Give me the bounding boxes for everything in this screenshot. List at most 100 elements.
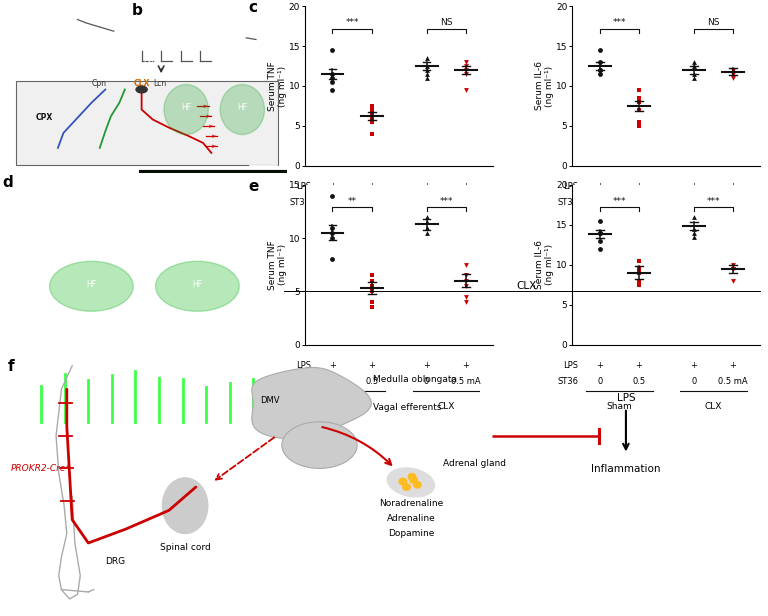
Text: Sham: Sham <box>339 223 365 232</box>
Text: 0.5: 0.5 <box>632 376 645 386</box>
Point <box>727 276 739 286</box>
Point <box>633 280 645 290</box>
Text: ST36: ST36 <box>290 198 311 207</box>
Text: Spinal cord: Spinal cord <box>160 543 210 552</box>
Text: De.: De. <box>16 233 29 241</box>
Text: e: e <box>249 179 259 193</box>
Y-axis label: Serum TNF
(ng ml⁻¹): Serum TNF (ng ml⁻¹) <box>268 240 287 290</box>
Text: Lcn: Lcn <box>153 79 166 88</box>
Text: Sham: Sham <box>607 223 632 232</box>
Point <box>366 270 378 280</box>
Point <box>459 281 472 291</box>
Text: +: + <box>423 360 430 370</box>
Point <box>727 260 739 270</box>
Point <box>420 222 432 232</box>
Point <box>727 65 739 75</box>
Text: HF: HF <box>86 280 97 289</box>
Point <box>727 73 739 83</box>
Point <box>594 228 606 238</box>
Text: +: + <box>368 182 375 191</box>
Point <box>687 224 700 234</box>
Text: HF: HF <box>192 280 203 289</box>
Text: +: + <box>635 360 642 370</box>
Text: +: + <box>329 182 336 191</box>
Point <box>366 101 378 111</box>
Point <box>420 65 432 75</box>
Point <box>326 85 339 95</box>
Circle shape <box>413 482 421 488</box>
Text: Dopamine: Dopamine <box>388 529 434 538</box>
Y-axis label: Serum TNF
(ng ml⁻¹): Serum TNF (ng ml⁻¹) <box>268 61 287 111</box>
Text: LPS: LPS <box>296 182 311 191</box>
Text: 0: 0 <box>424 376 429 386</box>
Text: 0: 0 <box>330 198 335 207</box>
Text: +: + <box>329 360 336 370</box>
Text: d: d <box>2 174 13 190</box>
Text: ***: *** <box>707 197 720 206</box>
Point <box>420 212 432 222</box>
Polygon shape <box>282 422 357 468</box>
Text: NS: NS <box>707 18 720 27</box>
Text: LPS: LPS <box>563 182 578 191</box>
Y-axis label: Serum IL-6
(ng ml⁻¹): Serum IL-6 (ng ml⁻¹) <box>535 240 554 290</box>
Point <box>633 117 645 127</box>
Text: Ep.: Ep. <box>16 182 28 192</box>
Point <box>687 228 700 238</box>
Point <box>687 212 700 222</box>
Point <box>326 233 339 243</box>
Point <box>594 57 606 67</box>
Circle shape <box>49 261 133 311</box>
Text: ***: *** <box>439 197 453 206</box>
Text: Adrenaline: Adrenaline <box>386 514 435 523</box>
Text: Sham: Sham <box>339 402 365 411</box>
Text: Inflammation: Inflammation <box>591 464 660 474</box>
Point <box>727 264 739 274</box>
Text: 0.5: 0.5 <box>365 376 379 386</box>
Point <box>366 105 378 115</box>
Text: +: + <box>596 182 603 191</box>
Text: f: f <box>8 359 15 374</box>
Text: Vagal efferents: Vagal efferents <box>373 403 442 412</box>
Text: +: + <box>690 182 697 191</box>
Point <box>687 232 700 242</box>
Point <box>594 244 606 254</box>
Point <box>687 69 700 79</box>
Point <box>420 228 432 238</box>
Text: Medulla oblongata: Medulla oblongata <box>373 375 457 384</box>
Text: c: c <box>249 0 257 15</box>
Text: +: + <box>462 182 469 191</box>
Text: CLX: CLX <box>438 402 455 411</box>
Text: ST36: ST36 <box>557 376 578 386</box>
Point <box>459 69 472 79</box>
Point <box>420 217 432 227</box>
Text: LPS: LPS <box>296 360 311 370</box>
Text: CLX: CLX <box>704 402 722 411</box>
FancyBboxPatch shape <box>16 81 278 164</box>
Point <box>366 286 378 296</box>
Point <box>326 77 339 87</box>
Text: LPS: LPS <box>563 360 578 370</box>
Point <box>326 69 339 79</box>
Text: ST36: ST36 <box>557 198 578 207</box>
Point <box>687 57 700 67</box>
Point <box>594 65 606 75</box>
Text: CPX: CPX <box>35 113 53 121</box>
Point <box>727 69 739 79</box>
Point <box>633 264 645 274</box>
Point <box>687 61 700 71</box>
Text: Noradrenaline: Noradrenaline <box>379 499 443 508</box>
Point <box>459 297 472 307</box>
Point <box>633 97 645 107</box>
Text: +: + <box>730 360 737 370</box>
Point <box>687 73 700 83</box>
Text: PROKR2-Cre⁺: PROKR2-Cre⁺ <box>11 464 71 473</box>
Text: 0.5 mA: 0.5 mA <box>451 376 481 386</box>
Circle shape <box>402 484 410 490</box>
Point <box>594 216 606 226</box>
Point <box>326 228 339 238</box>
Point <box>420 73 432 83</box>
Point <box>459 292 472 302</box>
Polygon shape <box>252 368 372 439</box>
Text: ST36: ST36 <box>290 376 311 386</box>
Text: DMV: DMV <box>260 396 280 405</box>
